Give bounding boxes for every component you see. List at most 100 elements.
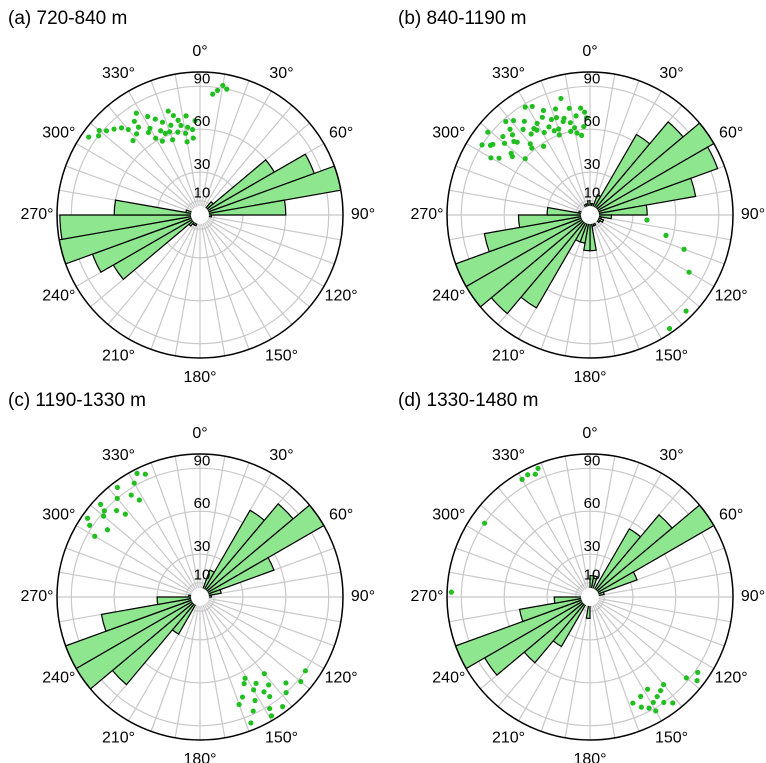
spoke <box>199 596 226 738</box>
center-disk <box>581 206 599 224</box>
pole-point <box>145 113 151 120</box>
pole-point <box>159 119 166 125</box>
spoke <box>150 214 201 350</box>
r-tick-label: 90 <box>584 452 601 469</box>
pole-point <box>646 705 652 711</box>
r-tick-label: 30 <box>194 538 211 555</box>
theta-tick-label: 60° <box>719 125 743 142</box>
pole-point <box>103 128 110 134</box>
theta-tick-label: 210° <box>102 347 135 364</box>
pole-point <box>566 105 572 111</box>
spoke <box>199 596 335 647</box>
spoke <box>589 596 725 647</box>
spoke <box>589 596 640 732</box>
pole-point <box>118 125 125 131</box>
r-tick-label: 90 <box>194 452 211 469</box>
pole-point <box>520 126 526 132</box>
pole-point <box>266 682 272 688</box>
pole-point <box>522 104 528 110</box>
pole-point <box>190 135 196 141</box>
spoke <box>107 487 201 598</box>
theta-tick-label: 90° <box>741 206 765 223</box>
r-tick-label: 60 <box>194 113 211 130</box>
pole-point <box>661 699 667 706</box>
pole-point <box>153 135 159 141</box>
theta-tick-label: 90° <box>741 588 765 605</box>
pole-point <box>253 680 259 686</box>
pole-point <box>541 143 547 149</box>
petal <box>199 556 275 598</box>
spoke <box>589 214 700 308</box>
outer-circle <box>446 453 734 741</box>
pole-point <box>522 156 528 162</box>
spoke <box>174 74 201 216</box>
pole-point <box>529 103 535 110</box>
pole-point <box>525 472 531 478</box>
pole-point <box>134 131 140 137</box>
theta-tick-label: 30° <box>269 65 293 82</box>
pole-point <box>666 326 673 332</box>
pole-point <box>644 217 650 223</box>
pole-point <box>630 700 636 706</box>
spoke <box>449 571 591 598</box>
spoke <box>199 214 226 356</box>
pole-point <box>568 128 574 134</box>
pole-point <box>86 134 92 140</box>
petal <box>518 596 591 623</box>
spoke <box>589 214 640 350</box>
spoke <box>589 214 663 340</box>
pole-point <box>500 133 506 140</box>
r-tick-label: 10 <box>584 567 601 584</box>
pole-point <box>663 232 669 238</box>
pole-point <box>683 675 689 681</box>
spoke <box>589 456 616 598</box>
r-tick-label: 90 <box>194 70 211 87</box>
pole-point <box>96 127 102 134</box>
pole-point <box>147 125 153 131</box>
spoke <box>465 142 591 216</box>
pole-point <box>136 497 142 503</box>
pole-point <box>681 246 687 252</box>
pole-point <box>224 86 230 92</box>
spoke <box>540 462 591 598</box>
pole-point <box>283 690 289 696</box>
pole-point <box>551 128 557 134</box>
pole-point <box>122 511 128 517</box>
pole-point <box>509 132 516 138</box>
petal <box>589 177 697 216</box>
pole-point <box>556 132 562 138</box>
pole-point <box>481 520 488 526</box>
spoke <box>90 122 201 216</box>
spoke <box>127 90 201 216</box>
spoke <box>107 105 201 216</box>
petal <box>483 214 591 253</box>
spoke <box>564 596 591 738</box>
petal <box>589 571 638 598</box>
spoke <box>589 74 616 216</box>
theta-tick-label: 30° <box>659 65 683 82</box>
theta-tick-label: 300° <box>432 507 465 524</box>
pole-point <box>261 671 267 677</box>
pole-point <box>152 116 158 122</box>
spoke <box>199 571 341 598</box>
panel: 10 30 60 90 0° 30° 60° 90° 120° 150° 180° 210° 240° 2… <box>8 390 375 763</box>
pole-point <box>578 105 584 111</box>
spoke <box>517 472 591 598</box>
pole-point <box>133 110 139 116</box>
theta-tick-label: 0° <box>192 43 207 60</box>
pole-point <box>280 704 286 710</box>
theta-tick-label: 180° <box>183 751 216 763</box>
pole-point <box>170 112 176 119</box>
r-tick-label: 60 <box>194 495 211 512</box>
spoke <box>589 80 640 216</box>
theta-tick-label: 210° <box>492 347 525 364</box>
pole-point <box>104 527 111 533</box>
pole-point <box>581 123 587 130</box>
pole-point <box>189 126 196 133</box>
panel: 10 30 60 90 0° 30° 60° 90° 120° 150° 180° 210° 240° 2… <box>8 8 375 386</box>
pole-point <box>490 141 496 147</box>
theta-tick-label: 300° <box>42 507 75 524</box>
theta-tick-label: 240° <box>432 670 465 687</box>
panel-title: (c) 1190-1330 m <box>8 390 146 411</box>
theta-tick-label: 240° <box>42 670 75 687</box>
